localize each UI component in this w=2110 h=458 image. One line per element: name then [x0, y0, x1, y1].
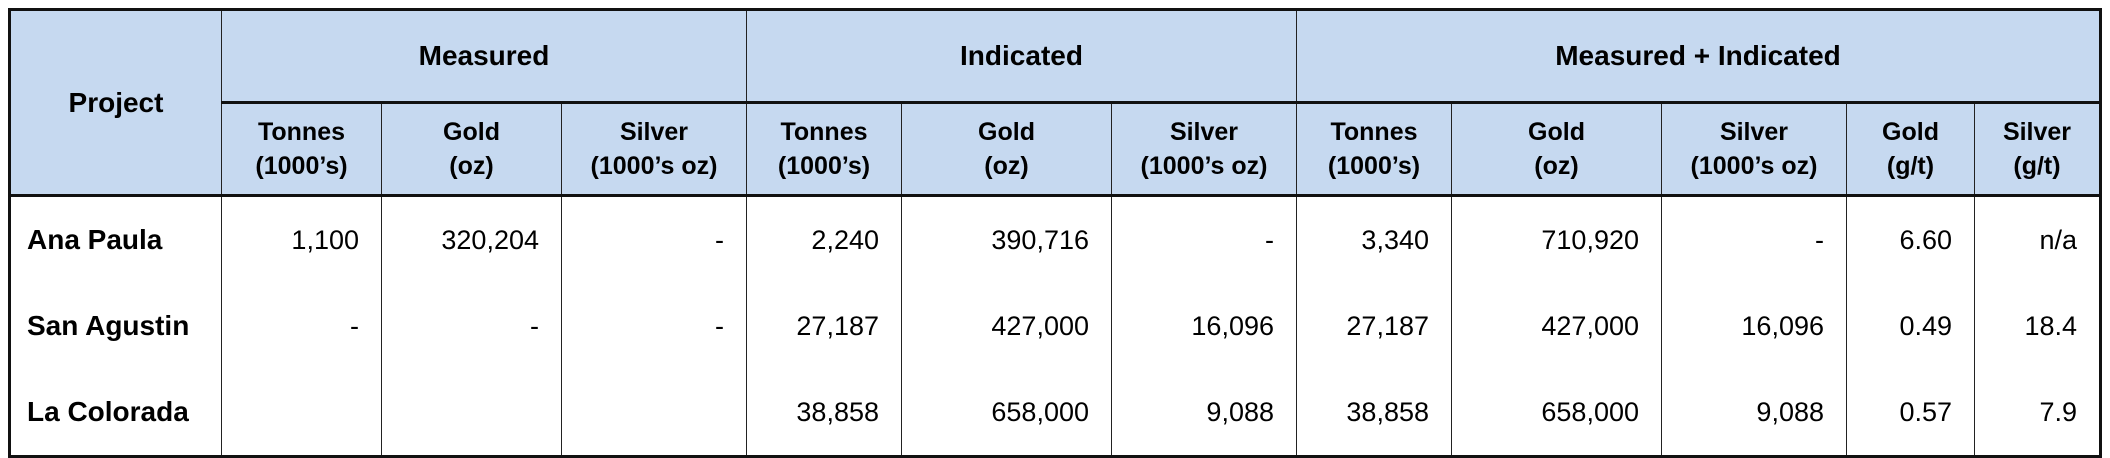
table-cell: 18.4 [1974, 283, 2101, 369]
table-cell: 658,000 [901, 369, 1112, 458]
table-cell: 16,096 [1111, 283, 1297, 369]
mi-gold-header: Gold (oz) [1451, 102, 1662, 196]
table-cell: - [1661, 194, 1847, 283]
table-cell [221, 369, 382, 458]
indicated-gold-header: Gold (oz) [901, 102, 1112, 196]
table-cell [561, 369, 747, 458]
table-cell: 2,240 [746, 194, 902, 283]
header-line-1: Silver [619, 118, 689, 146]
indicated-header: Indicated [746, 9, 1297, 104]
measured-header: Measured [221, 9, 747, 104]
table-cell: - [221, 283, 382, 369]
header-line-1: Tonnes [780, 118, 868, 146]
table-cell: 390,716 [901, 194, 1112, 283]
table-cell: 27,187 [1296, 283, 1452, 369]
header-line-2: (1000’s) [255, 152, 348, 180]
header-line-1: Silver [2002, 118, 2072, 146]
table-cell: 9,088 [1661, 369, 1847, 458]
table-cell: 710,920 [1451, 194, 1662, 283]
header-line-2: (oz) [449, 152, 494, 180]
table-row: La Colorada 38,858 658,000 9,088 38,858 … [9, 369, 2101, 458]
project-name-cell: San Agustin [9, 283, 222, 369]
table-cell: - [381, 283, 562, 369]
table-cell: 0.49 [1846, 283, 1975, 369]
resources-table-wrapper: Project Measured Indicated Measured + In… [8, 8, 2102, 458]
measured-indicated-header: Measured + Indicated [1296, 9, 2101, 104]
header-line-2: (1000’s oz) [1140, 152, 1268, 180]
table-cell: 6.60 [1846, 194, 1975, 283]
indicated-tonnes-header: Tonnes (1000’s) [746, 102, 902, 196]
table-cell: 1,100 [221, 194, 382, 283]
table-cell: 427,000 [1451, 283, 1662, 369]
table-row: Ana Paula 1,100 320,204 - 2,240 390,716 … [9, 194, 2101, 283]
mi-tonnes-header: Tonnes (1000’s) [1296, 102, 1452, 196]
header-line-1: Gold [1528, 118, 1585, 146]
indicated-silver-header: Silver (1000’s oz) [1111, 102, 1297, 196]
measured-silver-header: Silver (1000’s oz) [561, 102, 747, 196]
header-line-1: Tonnes [1330, 118, 1418, 146]
table-row: San Agustin - - - 27,187 427,000 16,096 … [9, 283, 2101, 369]
header-line-1: Silver [1719, 118, 1789, 146]
table-cell: 27,187 [746, 283, 902, 369]
header-line-2: (oz) [1534, 152, 1579, 180]
header-line-2: (g/t) [2013, 152, 2061, 180]
header-line-1: Gold [443, 118, 500, 146]
header-line-2: (1000’s oz) [590, 152, 718, 180]
header-line-2: (g/t) [1886, 152, 1935, 180]
header-line-2: (1000’s oz) [1690, 152, 1818, 180]
project-header: Project [9, 9, 222, 196]
header-line-1: Silver [1169, 118, 1239, 146]
header-line-2: (1000’s) [1327, 152, 1421, 180]
table-cell: 9,088 [1111, 369, 1297, 458]
header-sub-row: Tonnes (1000’s) Gold (oz) Silver (1000’s oz… [10, 102, 2101, 196]
measured-gold-header: Gold (oz) [381, 102, 562, 196]
table-cell: 38,858 [746, 369, 902, 458]
table-cell: 0.57 [1846, 369, 1975, 458]
header-line-1: Gold [978, 118, 1035, 146]
header-line-1: Gold [1882, 118, 1939, 146]
mi-gold-grade-header: Gold (g/t) [1846, 102, 1975, 196]
table-cell: - [1111, 194, 1297, 283]
table-cell [381, 369, 562, 458]
header-line-1: Tonnes [257, 118, 346, 146]
table-cell: 320,204 [381, 194, 562, 283]
table-cell: n/a [1974, 194, 2101, 283]
table-cell: 7.9 [1974, 369, 2101, 458]
project-name-cell: Ana Paula [9, 194, 222, 283]
table-cell: - [561, 194, 747, 283]
mi-silver-grade-header: Silver (g/t) [1974, 102, 2101, 196]
measured-tonnes-header: Tonnes (1000’s) [221, 102, 382, 196]
table-cell: - [561, 283, 747, 369]
table-cell: 658,000 [1451, 369, 1662, 458]
table-cell: 427,000 [901, 283, 1112, 369]
table-cell: 3,340 [1296, 194, 1452, 283]
table-cell: 38,858 [1296, 369, 1452, 458]
mi-silver-header: Silver (1000’s oz) [1661, 102, 1847, 196]
header-line-2: (oz) [984, 152, 1029, 180]
project-name-cell: La Colorada [9, 369, 222, 458]
table-cell: 16,096 [1661, 283, 1847, 369]
header-line-2: (1000’s) [777, 152, 871, 180]
resources-table: Project Measured Indicated Measured + In… [8, 8, 2102, 458]
header-group-row: Project Measured Indicated Measured + In… [9, 9, 2101, 196]
